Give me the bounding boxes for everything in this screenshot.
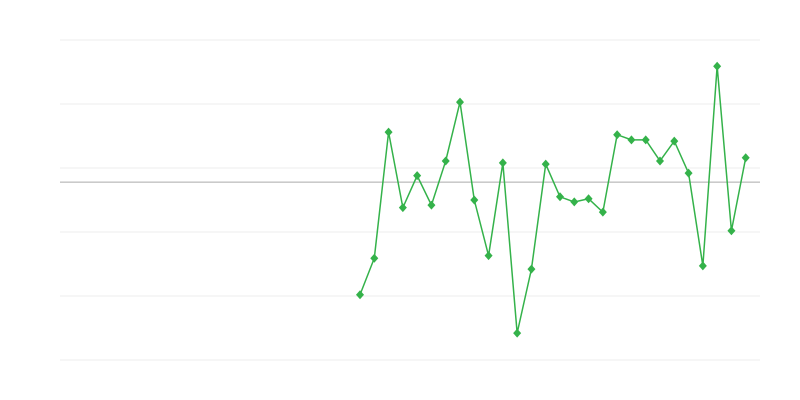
- series-line: [359, 66, 747, 334]
- data-point: [698, 261, 707, 271]
- data-point: [527, 264, 536, 274]
- data-point: [741, 153, 750, 163]
- data-point: [584, 194, 593, 204]
- data-point: [413, 171, 422, 181]
- data-point: [627, 135, 636, 145]
- data-point: [641, 135, 650, 145]
- data-point: [541, 159, 550, 169]
- data-point: [570, 197, 579, 207]
- data-point: [684, 168, 693, 178]
- data-point: [613, 130, 622, 140]
- data-point: [384, 127, 393, 137]
- data-point: [398, 203, 407, 213]
- data-point: [713, 61, 722, 71]
- data-point: [498, 158, 507, 168]
- data-point: [427, 200, 436, 210]
- data-point: [670, 136, 679, 146]
- data-point: [556, 192, 564, 202]
- data-point: [470, 195, 479, 205]
- data-point: [484, 251, 493, 261]
- data-point: [598, 207, 607, 217]
- data-point: [370, 253, 379, 263]
- data-point: [356, 290, 364, 300]
- data-point: [656, 156, 664, 166]
- data-point: [513, 328, 522, 338]
- data-point: [727, 226, 736, 236]
- data-point: [456, 97, 464, 107]
- data-point: [441, 156, 450, 166]
